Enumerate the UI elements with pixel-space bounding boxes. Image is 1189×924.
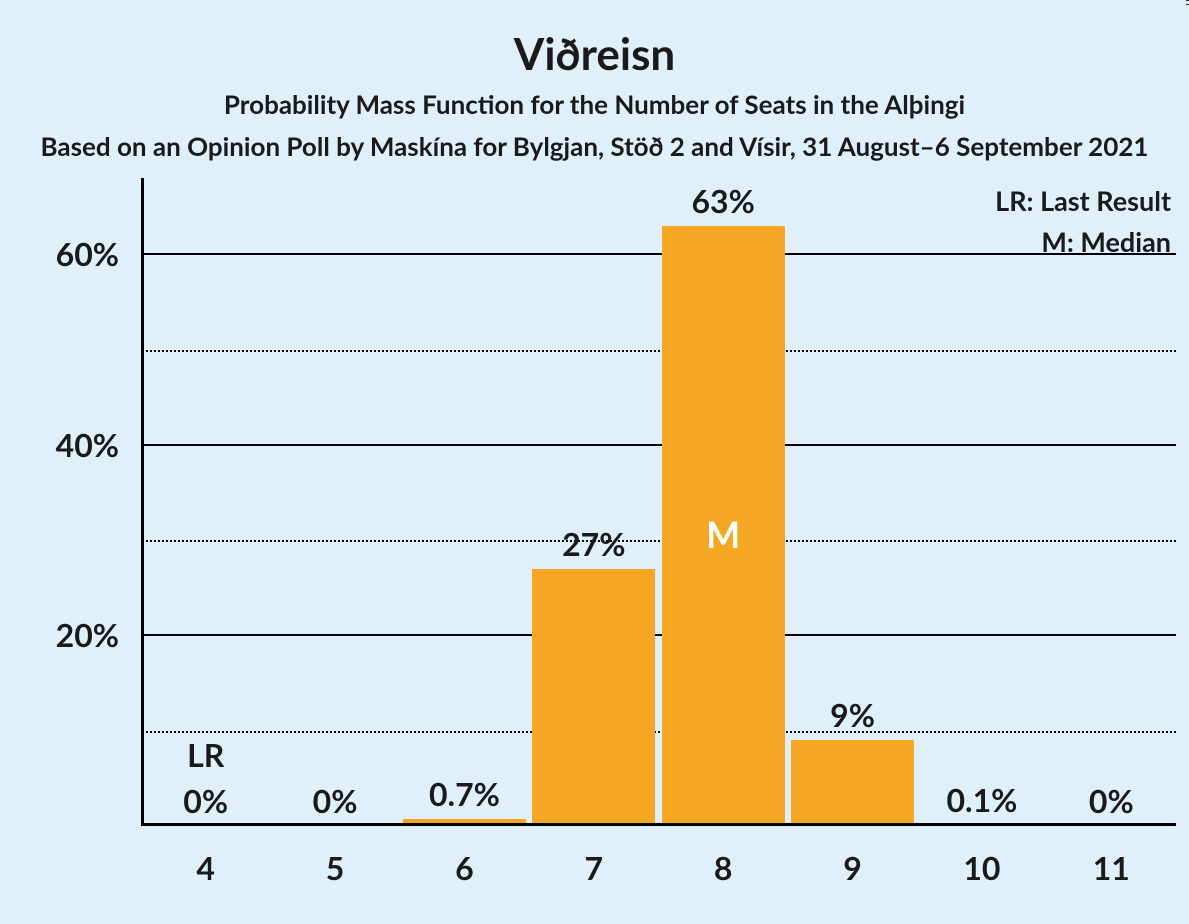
legend-m: M: Median <box>1041 225 1171 258</box>
bar-value-label: 0% <box>1047 781 1176 820</box>
grid-major <box>141 634 1176 636</box>
x-tick-label: 6 <box>400 848 529 887</box>
bar-value-label: 0% <box>270 781 399 820</box>
legend-lr: LR: Last Result <box>995 184 1171 217</box>
y-tick-label: 60% <box>0 234 119 273</box>
x-tick-label: 11 <box>1047 848 1176 887</box>
grid-major <box>141 444 1176 446</box>
grid-major <box>141 253 1176 255</box>
chart-subtitle: Probability Mass Function for the Number… <box>0 88 1189 120</box>
x-tick-label: 9 <box>788 848 917 887</box>
median-marker: M <box>662 512 785 556</box>
x-tick-label: 10 <box>917 848 1046 887</box>
bar-value-label: 63% <box>659 181 788 220</box>
grid-minor <box>141 350 1176 352</box>
bar-value-label: 0% <box>141 781 270 820</box>
grid-minor <box>141 731 1176 733</box>
bar-value-label: 27% <box>529 524 658 563</box>
x-axis <box>141 823 1176 826</box>
bar-value-label: 0.1% <box>917 780 1046 819</box>
chart-caption: Based on an Opinion Poll by Maskína for … <box>0 130 1189 162</box>
bar-value-label: 0.7% <box>400 774 529 813</box>
x-tick-label: 4 <box>141 848 270 887</box>
bar <box>791 740 914 826</box>
y-tick-label: 20% <box>0 615 119 654</box>
bar <box>532 569 655 826</box>
chart-title: Viðreisn <box>0 28 1189 80</box>
bar-value-label: 9% <box>788 695 917 734</box>
y-axis <box>141 178 144 826</box>
y-tick-label: 40% <box>0 425 119 464</box>
x-tick-label: 5 <box>270 848 399 887</box>
x-tick-label: 7 <box>529 848 658 887</box>
x-tick-label: 8 <box>659 848 788 887</box>
copyright-text: © 2021 Filip van Laenen <box>1183 0 1189 6</box>
plot-area: 0%0%0.7%27%63%9%0.1%0%MLR <box>141 178 1176 826</box>
lr-marker: LR <box>141 735 270 774</box>
grid-minor <box>141 540 1176 542</box>
